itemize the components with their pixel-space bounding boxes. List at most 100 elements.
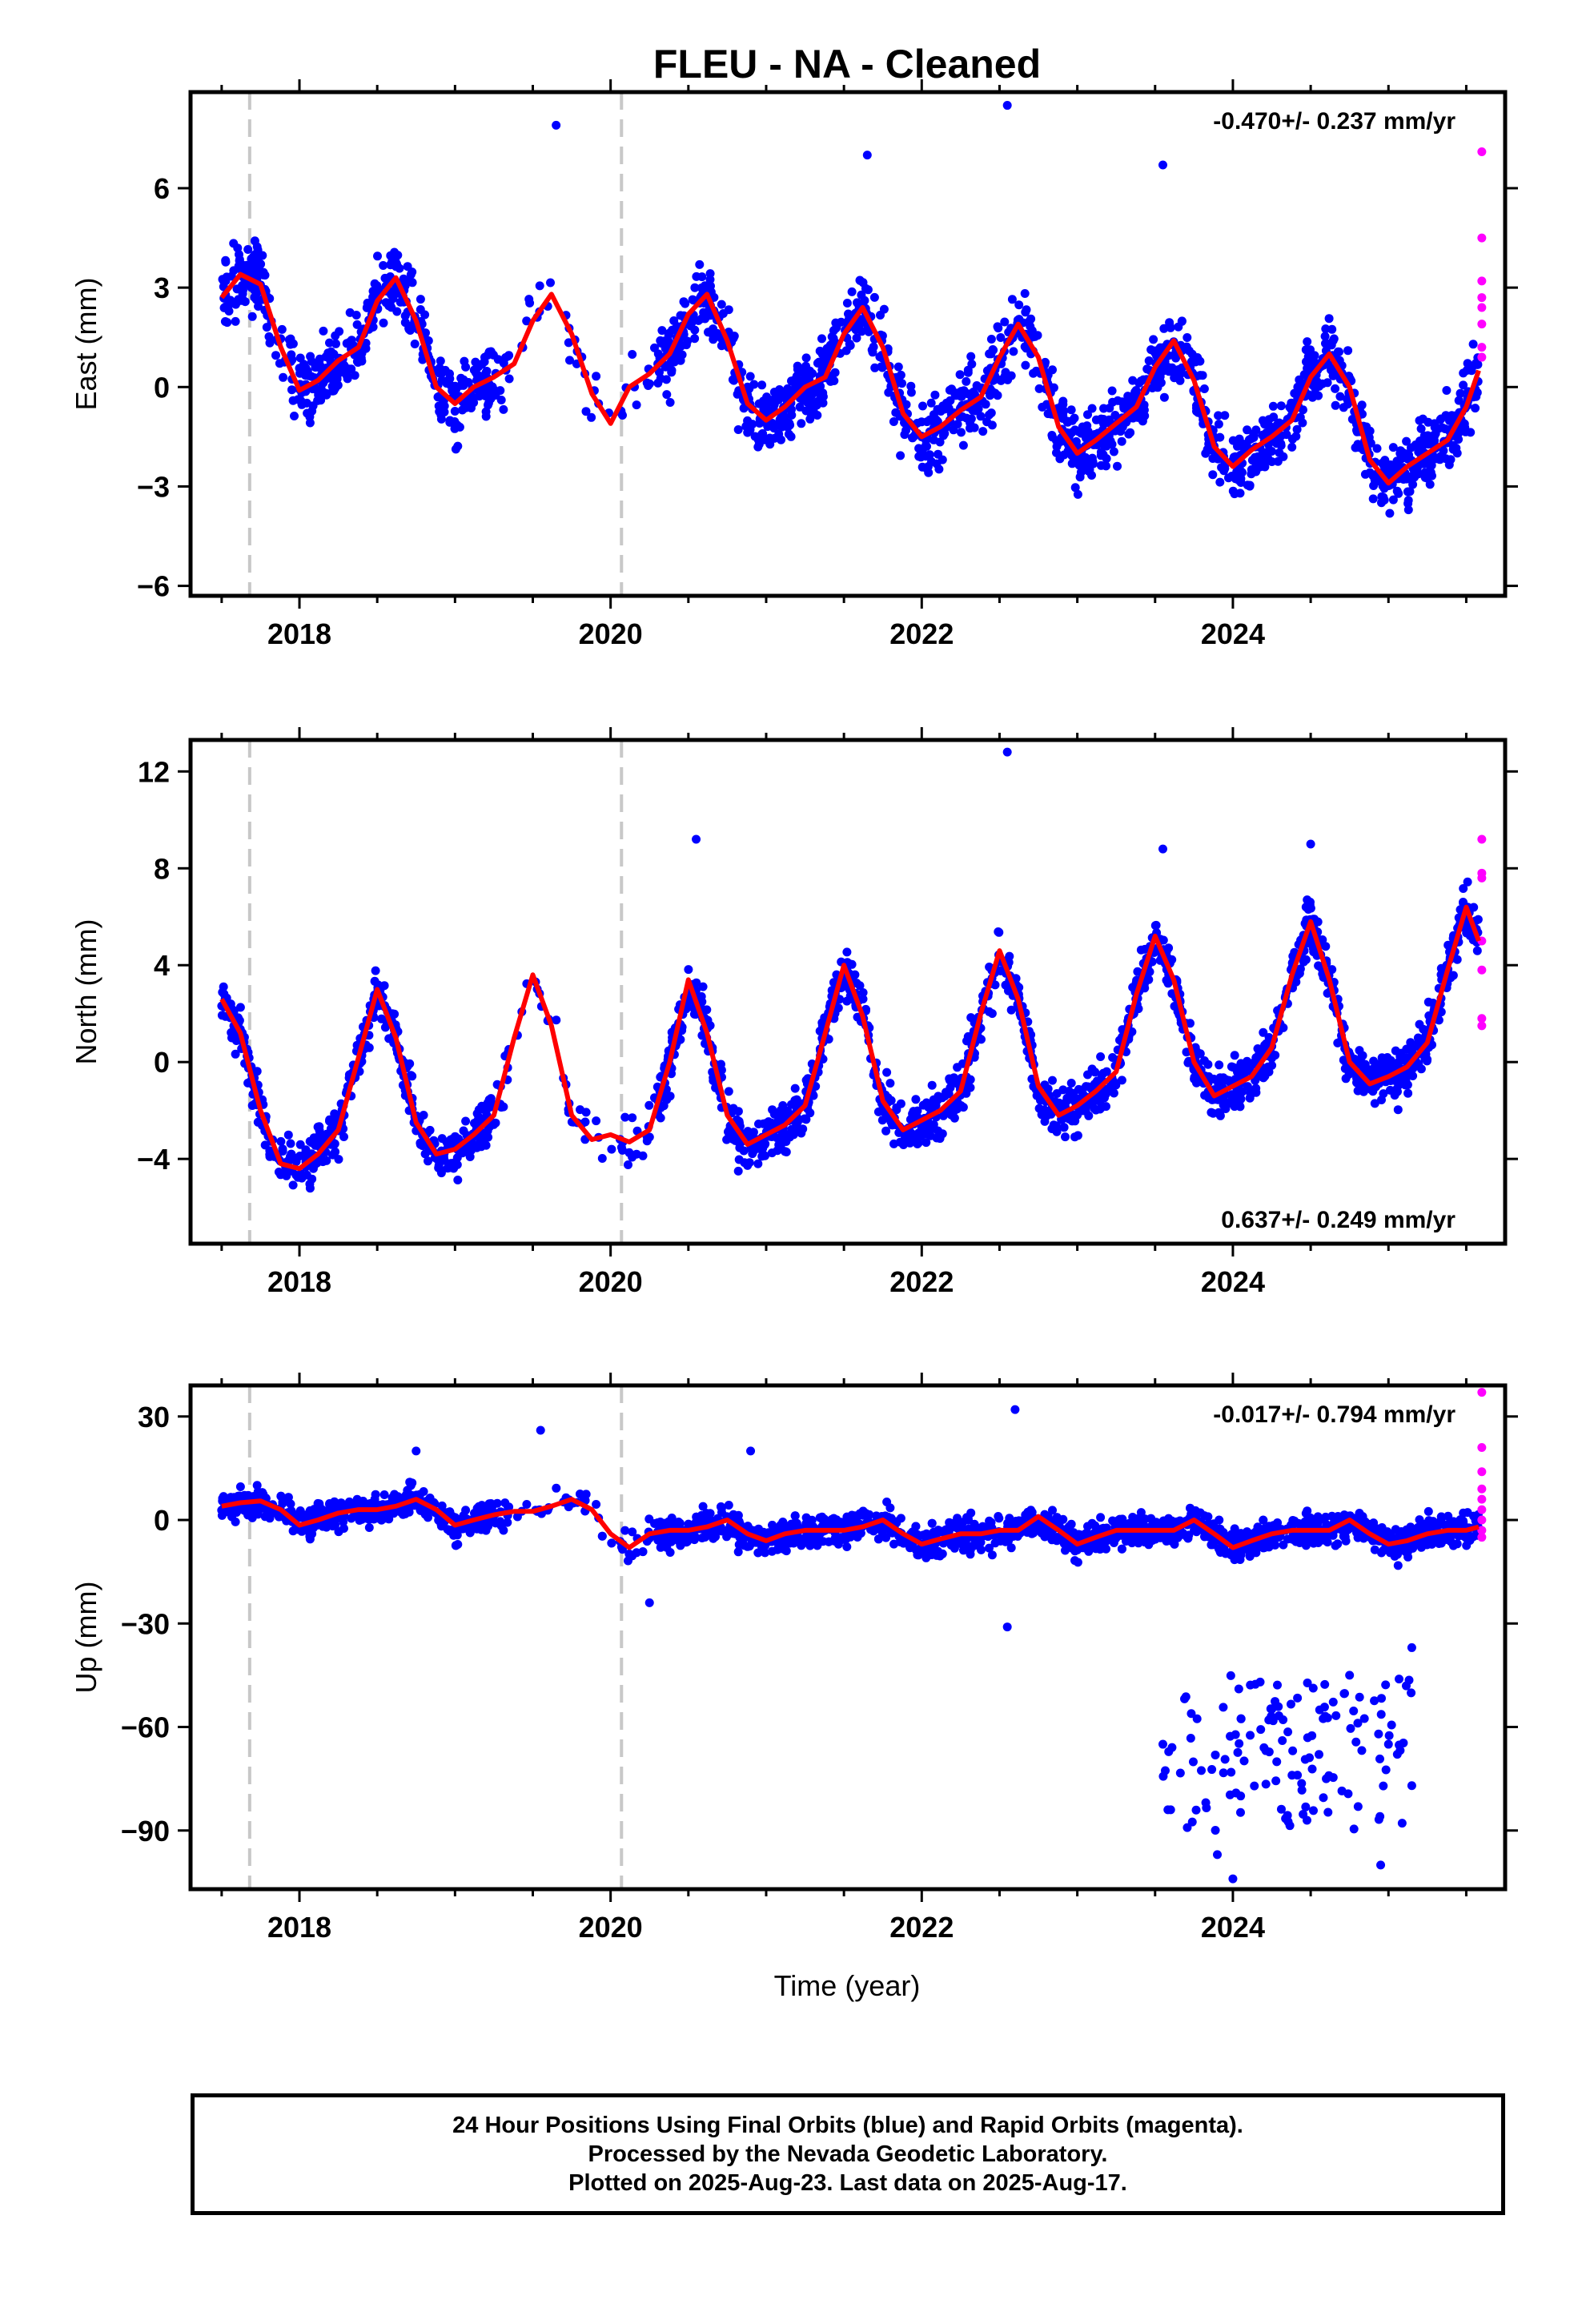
data-point: [1155, 345, 1165, 355]
data-point: [390, 247, 400, 257]
data-point: [734, 1137, 744, 1147]
data-point: [587, 412, 596, 422]
data-point: [433, 1156, 443, 1164]
data-point: [790, 375, 800, 384]
rapid-orbit-point: [1477, 1014, 1487, 1023]
outlier-point: [692, 834, 701, 844]
data-point: [1215, 1060, 1224, 1070]
data-point: [1083, 427, 1093, 436]
outlier-point: [1002, 747, 1012, 757]
data-point: [1081, 452, 1090, 462]
data-point: [882, 1498, 892, 1506]
data-point: [1411, 440, 1420, 449]
data-point: [928, 1103, 938, 1112]
data-point: [1403, 1088, 1413, 1098]
data-point: [896, 370, 905, 380]
data-point: [1071, 436, 1081, 446]
data-point: [265, 1152, 275, 1161]
data-point: [946, 1083, 955, 1092]
data-point: [1081, 459, 1090, 468]
data-point: [1048, 1076, 1057, 1085]
data-point: [1328, 371, 1338, 380]
data-point: [1215, 1077, 1225, 1087]
rapid-orbit-points: [1477, 147, 1487, 362]
data-point: [729, 376, 739, 385]
data-point: [436, 410, 446, 420]
data-point: [1159, 392, 1169, 402]
data-point: [265, 338, 275, 348]
data-point: [436, 356, 445, 366]
data-point: [1471, 404, 1480, 413]
data-point: [1031, 366, 1041, 376]
data-point: [1128, 376, 1138, 385]
data-point: [286, 334, 295, 344]
data-point: [474, 362, 484, 372]
data-point: [1327, 324, 1337, 334]
data-point: [1403, 499, 1413, 509]
data-point: [1109, 1088, 1118, 1098]
data-point: [453, 1176, 463, 1184]
data-point: [1184, 346, 1194, 356]
data-point: [792, 1095, 801, 1104]
data-point: [387, 257, 397, 267]
data-point: [486, 1094, 496, 1104]
data-point: [1353, 1086, 1363, 1096]
data-point: [842, 1542, 852, 1551]
data-point: [461, 362, 471, 372]
data-point: [748, 420, 757, 429]
data-point: [953, 1514, 962, 1523]
data-point: [1364, 432, 1374, 442]
data-point: [1192, 407, 1201, 416]
data-point: [1260, 462, 1270, 472]
data-point: [724, 305, 733, 315]
data-point: [492, 1498, 502, 1508]
data-point: [1001, 980, 1010, 990]
data-point: [1243, 1056, 1252, 1066]
data-point: [1427, 471, 1436, 480]
data-point: [1386, 460, 1395, 469]
data-point: [661, 375, 671, 384]
data-point: [416, 295, 425, 304]
data-point: [361, 344, 371, 353]
data-point: [251, 271, 261, 280]
data-point: [535, 281, 544, 291]
data-point: [668, 325, 677, 335]
data-point: [644, 1100, 654, 1110]
data-point: [565, 356, 574, 365]
data-point: [1452, 448, 1462, 458]
data-point: [321, 388, 331, 398]
x-tick-label: 2024: [1201, 1265, 1265, 1298]
data-point: [809, 1091, 818, 1100]
data-point: [1021, 308, 1030, 317]
data-point: [301, 1145, 311, 1155]
data-point: [1066, 1079, 1076, 1088]
rapid-orbit-point: [1477, 1021, 1487, 1031]
data-point: [911, 1095, 921, 1104]
data-point: [1077, 1085, 1086, 1095]
data-point: [1083, 1082, 1093, 1092]
data-point: [773, 395, 783, 404]
data-point: [400, 311, 410, 320]
x-tick-label: 2020: [579, 1265, 643, 1298]
data-point: [801, 406, 811, 416]
data-point: [1372, 444, 1382, 453]
data-point: [607, 1144, 616, 1154]
data-point: [1403, 1080, 1412, 1090]
data-point: [1323, 360, 1333, 369]
data-point: [1027, 326, 1037, 336]
data-point: [504, 351, 514, 360]
model-fit-line: [219, 271, 1481, 486]
data-point: [440, 1156, 449, 1165]
rapid-orbit-point: [1477, 352, 1487, 362]
data-point: [1208, 470, 1218, 480]
data-point: [955, 370, 965, 380]
data-point: [1207, 1108, 1216, 1117]
data-point: [377, 1014, 386, 1023]
data-point: [817, 334, 826, 344]
data-point: [957, 387, 966, 396]
data-point: [1153, 383, 1162, 392]
data-point: [1062, 416, 1072, 426]
data-point: [1117, 1076, 1126, 1085]
